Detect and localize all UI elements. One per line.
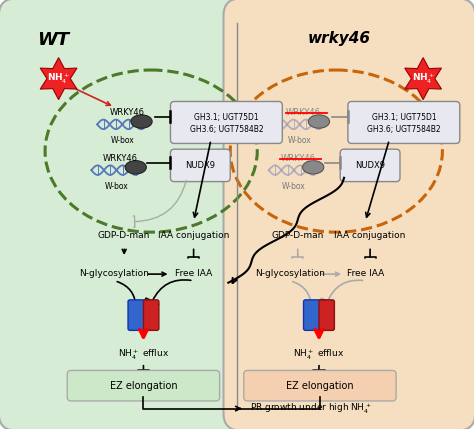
Text: PR growth under high NH$_4^+$: PR growth under high NH$_4^+$	[249, 402, 371, 416]
Text: GH3.1; UGT75D1: GH3.1; UGT75D1	[372, 113, 436, 122]
Text: NH$_4^+$ efflux: NH$_4^+$ efflux	[118, 347, 169, 362]
Text: N-glycosylation: N-glycosylation	[255, 269, 325, 278]
Text: NUDX9: NUDX9	[185, 161, 215, 170]
Text: WT: WT	[37, 31, 70, 49]
FancyBboxPatch shape	[319, 300, 334, 330]
Text: NH$_4^+$: NH$_4^+$	[47, 72, 70, 86]
Text: Free IAA: Free IAA	[175, 269, 212, 278]
Text: GDP-D-man: GDP-D-man	[98, 231, 150, 240]
FancyBboxPatch shape	[128, 300, 151, 330]
Text: IAA conjugation: IAA conjugation	[158, 231, 229, 240]
Polygon shape	[405, 57, 441, 100]
Polygon shape	[40, 57, 77, 100]
Text: EZ elongation: EZ elongation	[286, 381, 354, 391]
FancyBboxPatch shape	[0, 0, 250, 429]
Ellipse shape	[131, 115, 152, 128]
Text: GH3.6; UGT7584B2: GH3.6; UGT7584B2	[367, 125, 441, 134]
FancyBboxPatch shape	[171, 149, 230, 181]
Text: GH3.1; UGT75D1: GH3.1; UGT75D1	[194, 113, 259, 122]
Text: W-box: W-box	[110, 136, 134, 145]
Text: NH$_4^+$ efflux: NH$_4^+$ efflux	[293, 347, 345, 362]
FancyBboxPatch shape	[224, 0, 474, 429]
FancyBboxPatch shape	[348, 102, 460, 143]
Text: W-box: W-box	[282, 181, 306, 190]
Ellipse shape	[302, 160, 324, 174]
Ellipse shape	[309, 115, 329, 128]
Text: WRKY46: WRKY46	[103, 154, 138, 163]
Text: GH3.6; UGT7584B2: GH3.6; UGT7584B2	[190, 125, 263, 134]
FancyBboxPatch shape	[340, 149, 400, 181]
Text: WRKY46: WRKY46	[109, 109, 145, 118]
Text: W-box: W-box	[105, 181, 128, 190]
Text: WRKY46: WRKY46	[281, 154, 315, 163]
Text: Free IAA: Free IAA	[346, 269, 384, 278]
Text: N-glycosylation: N-glycosylation	[80, 269, 149, 278]
Text: W-box: W-box	[288, 136, 311, 145]
Text: EZ elongation: EZ elongation	[109, 381, 177, 391]
Text: NH$_4^+$: NH$_4^+$	[412, 72, 435, 86]
Text: GDP-D-man: GDP-D-man	[272, 231, 324, 240]
Text: IAA conjugation: IAA conjugation	[334, 231, 406, 240]
FancyBboxPatch shape	[67, 370, 219, 401]
FancyBboxPatch shape	[244, 370, 396, 401]
Text: NUDX9: NUDX9	[355, 161, 385, 170]
Ellipse shape	[125, 160, 146, 174]
FancyBboxPatch shape	[171, 102, 283, 143]
Text: wrky46: wrky46	[308, 31, 370, 46]
FancyBboxPatch shape	[303, 300, 327, 330]
Text: WRKY46: WRKY46	[286, 109, 321, 118]
FancyBboxPatch shape	[144, 300, 159, 330]
